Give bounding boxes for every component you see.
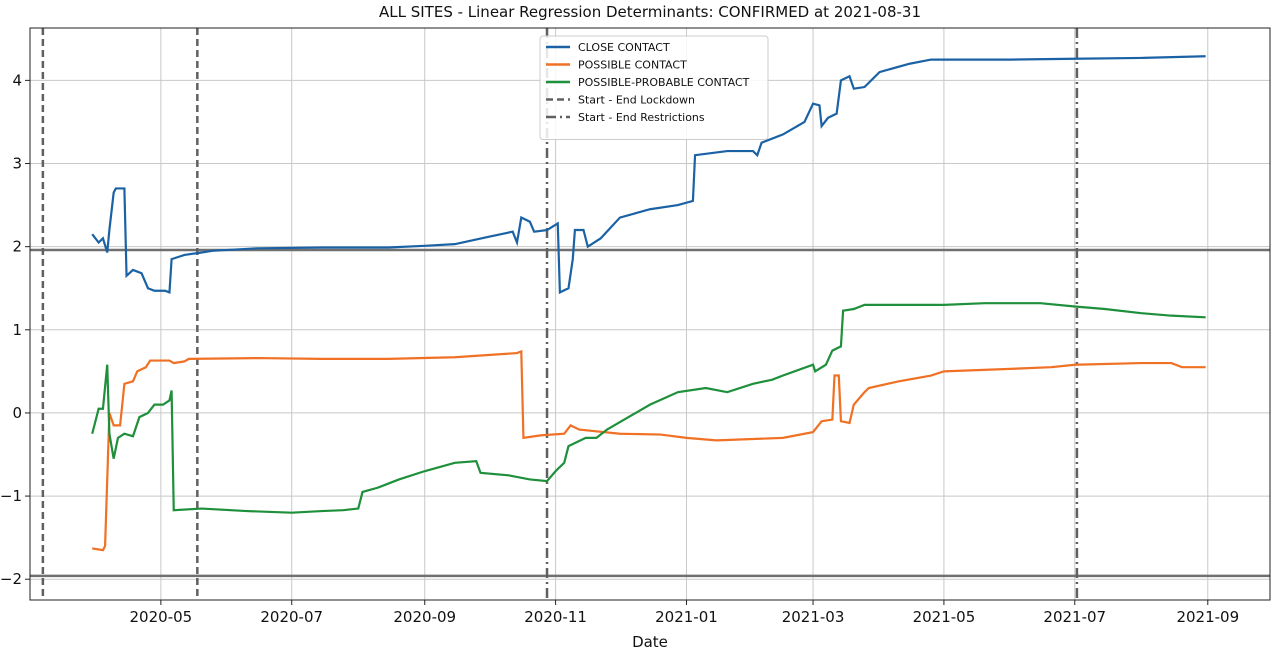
- series-line: [91, 302, 1206, 514]
- y-tick-label: 0: [12, 404, 22, 422]
- x-tick-label: 2021-03: [782, 608, 845, 626]
- y-tick-label: 3: [12, 155, 22, 173]
- legend-label: Start - End Restrictions: [578, 111, 705, 124]
- y-tick-label: −2: [0, 570, 22, 588]
- x-tick-label: 2021-01: [655, 608, 718, 626]
- legend-label: POSSIBLE-PROBABLE CONTACT: [578, 76, 750, 89]
- y-tick-label: 1: [12, 321, 22, 339]
- series-line: [92, 349, 1206, 552]
- chart-title: ALL SITES - Linear Regression Determinan…: [379, 3, 921, 21]
- x-tick-label: 2021-05: [913, 608, 976, 626]
- legend-label: CLOSE CONTACT: [578, 41, 670, 54]
- plot-frame: [29, 27, 1271, 601]
- x-tick-label: 2020-11: [524, 608, 587, 626]
- y-tick-label: 2: [12, 238, 22, 256]
- x-tick-label: 2020-05: [130, 608, 193, 626]
- legend: CLOSE CONTACT POSSIBLE CONTACT POSSIBLE-PR…: [539, 35, 769, 140]
- x-tick-label: 2021-09: [1176, 608, 1239, 626]
- x-tick-label: 2021-07: [1043, 608, 1106, 626]
- x-tick-label: 2020-09: [393, 608, 456, 626]
- legend-label: POSSIBLE CONTACT: [578, 59, 687, 72]
- y-tick-label: 4: [12, 71, 22, 89]
- x-axis-label: Date: [632, 633, 668, 651]
- series-line: [91, 55, 1206, 295]
- legend-box: [539, 35, 769, 140]
- y-tick-label: −1: [0, 487, 22, 505]
- x-tick-label: 2020-07: [260, 608, 323, 626]
- legend-label: Start - End Lockdown: [578, 94, 695, 107]
